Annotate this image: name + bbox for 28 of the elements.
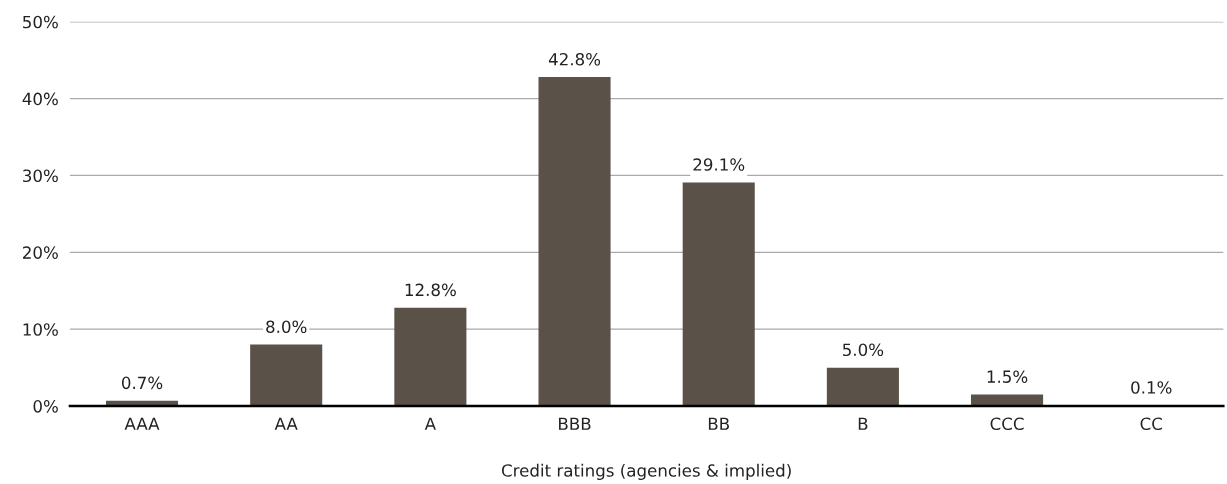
x-tick-label: A xyxy=(424,417,436,430)
bar xyxy=(826,367,899,407)
y-tick-label: 20% xyxy=(23,246,58,259)
x-tick-label: AA xyxy=(274,417,298,430)
data-label: 0.7% xyxy=(121,376,163,390)
data-label: 0.1% xyxy=(1131,381,1172,394)
data-label: 1.5% xyxy=(987,370,1028,383)
data-label: 8.0% xyxy=(266,320,307,334)
x-tick-label: BBB xyxy=(559,417,591,430)
data-label: 29.1% xyxy=(693,158,745,171)
bar xyxy=(538,77,611,407)
x-axis-title: Credit ratings (agencies & implied) xyxy=(501,463,791,480)
data-label: 5.0% xyxy=(843,343,884,357)
x-tick-label: CCC xyxy=(990,417,1024,431)
y-tick-label: 40% xyxy=(22,92,58,106)
bar xyxy=(394,307,467,407)
x-tick-label: AAA xyxy=(124,417,160,430)
data-label: 12.8% xyxy=(405,283,456,297)
data-label: 42.8% xyxy=(548,52,601,66)
y-tick-label: 10% xyxy=(23,323,58,336)
y-tick-label: 30% xyxy=(23,169,58,183)
x-tick-label: B xyxy=(858,417,868,430)
x-tick-label: BB xyxy=(708,417,729,430)
bar xyxy=(682,182,755,407)
y-tick-label: 50% xyxy=(23,15,58,29)
y-tick-label: 0% xyxy=(33,400,58,413)
bar xyxy=(250,344,323,407)
x-tick-label: CC xyxy=(1140,417,1162,431)
